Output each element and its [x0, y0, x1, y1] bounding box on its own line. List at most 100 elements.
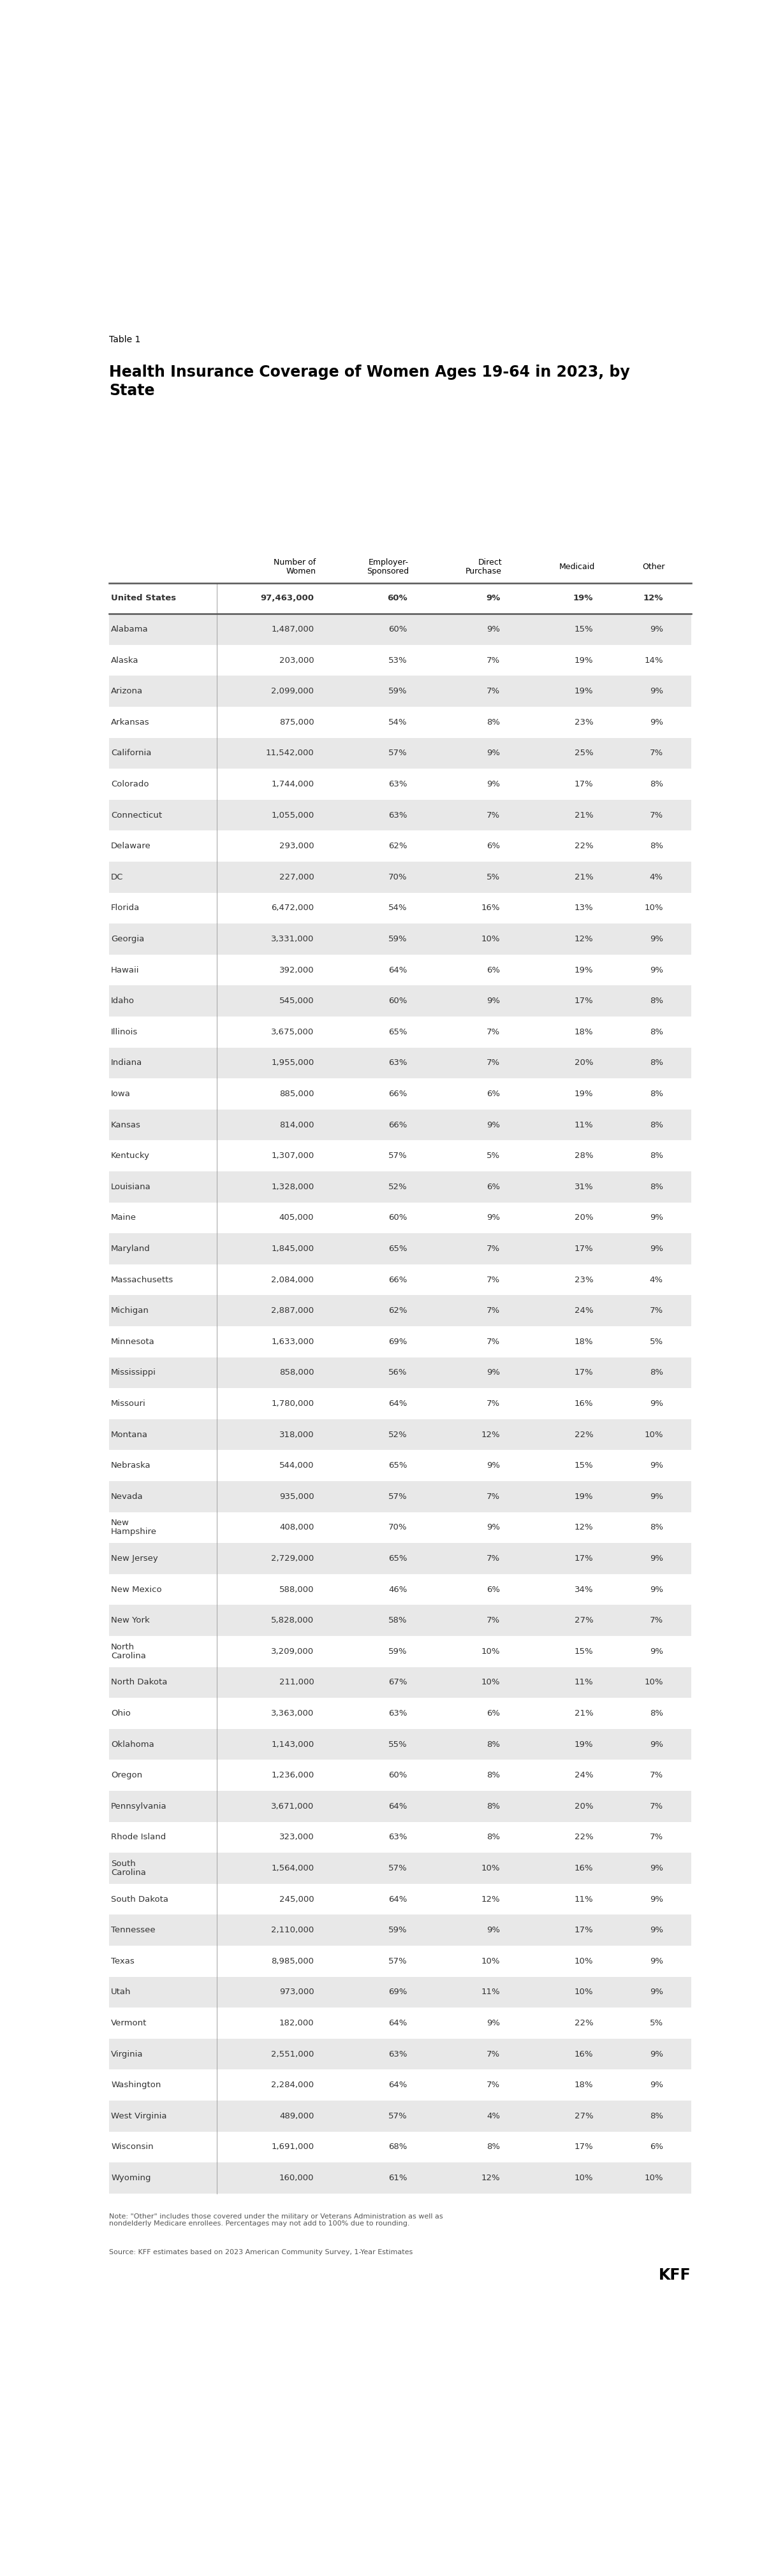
Text: 5%: 5% [487, 873, 500, 881]
Text: 9%: 9% [650, 2050, 663, 2058]
Text: 9%: 9% [487, 997, 500, 1005]
Text: United States: United States [111, 595, 177, 603]
Text: 9%: 9% [487, 750, 500, 757]
Text: 9%: 9% [650, 966, 663, 974]
Text: North
Carolina: North Carolina [111, 1643, 146, 1659]
Text: 64%: 64% [388, 2020, 407, 2027]
Text: 9%: 9% [650, 1553, 663, 1564]
Text: Arizona: Arizona [111, 688, 143, 696]
Bar [109, 2161, 691, 2195]
Bar [109, 1296, 691, 1327]
Text: 1,328,000: 1,328,000 [271, 1182, 314, 1190]
Bar [109, 768, 691, 799]
Text: 3,671,000: 3,671,000 [271, 1803, 314, 1811]
Text: Alaska: Alaska [111, 657, 138, 665]
Text: 323,000: 323,000 [279, 1834, 314, 1842]
Text: 8%: 8% [650, 1059, 663, 1066]
Text: 203,000: 203,000 [279, 657, 314, 665]
Text: Kansas: Kansas [111, 1121, 141, 1128]
Text: 9%: 9% [487, 1368, 500, 1376]
Bar [109, 1450, 691, 1481]
Text: 64%: 64% [388, 966, 407, 974]
Text: 211,000: 211,000 [279, 1677, 314, 1687]
Text: 60%: 60% [388, 626, 407, 634]
Text: Rhode Island: Rhode Island [111, 1834, 166, 1842]
Bar [109, 799, 691, 829]
Bar [109, 891, 691, 925]
Text: 3,675,000: 3,675,000 [271, 1028, 314, 1036]
Text: Vermont: Vermont [111, 2020, 147, 2027]
Text: 57%: 57% [388, 1958, 407, 1965]
Text: 5%: 5% [650, 2020, 663, 2027]
Text: 6%: 6% [650, 2143, 663, 2151]
Text: Indiana: Indiana [111, 1059, 142, 1066]
Text: Employer-
Sponsored: Employer- Sponsored [366, 559, 409, 574]
Text: 57%: 57% [388, 1492, 407, 1502]
Text: 9%: 9% [650, 1213, 663, 1221]
Text: 63%: 63% [388, 1834, 407, 1842]
Text: 57%: 57% [388, 2112, 407, 2120]
Bar [109, 1914, 691, 1945]
Text: 18%: 18% [574, 1337, 594, 1345]
Text: 6%: 6% [487, 842, 500, 850]
Text: 11%: 11% [574, 1677, 594, 1687]
Text: 54%: 54% [388, 719, 407, 726]
Text: 16%: 16% [574, 1865, 594, 1873]
Text: 7%: 7% [487, 657, 500, 665]
Text: 69%: 69% [388, 1989, 407, 1996]
Text: 70%: 70% [388, 873, 407, 881]
Text: 7%: 7% [650, 1834, 663, 1842]
Text: 6,472,000: 6,472,000 [272, 904, 314, 912]
Text: New York: New York [111, 1615, 150, 1625]
Text: 7%: 7% [650, 811, 663, 819]
Text: 52%: 52% [388, 1182, 407, 1190]
Text: 8%: 8% [650, 1368, 663, 1376]
Text: 12%: 12% [482, 1430, 500, 1440]
Text: 293,000: 293,000 [279, 842, 314, 850]
Text: Ohio: Ohio [111, 1710, 131, 1718]
Text: 10%: 10% [482, 935, 500, 943]
Text: 935,000: 935,000 [279, 1492, 314, 1502]
Text: South
Carolina: South Carolina [111, 1860, 146, 1878]
Text: 67%: 67% [388, 1677, 407, 1687]
Text: Health Insurance Coverage of Women Ages 19-64 in 2023, by
State: Health Insurance Coverage of Women Ages … [109, 366, 630, 399]
Text: 8%: 8% [487, 1803, 500, 1811]
Text: Nevada: Nevada [111, 1492, 143, 1502]
Text: Texas: Texas [111, 1958, 135, 1965]
Text: 60%: 60% [387, 595, 407, 603]
Text: 65%: 65% [388, 1553, 407, 1564]
Text: 34%: 34% [574, 1584, 594, 1595]
Text: 23%: 23% [574, 719, 594, 726]
Text: 22%: 22% [574, 1430, 594, 1440]
Text: 7%: 7% [650, 1803, 663, 1811]
Text: Maine: Maine [111, 1213, 137, 1221]
Text: New Mexico: New Mexico [111, 1584, 162, 1595]
Text: Colorado: Colorado [111, 781, 149, 788]
Text: 858,000: 858,000 [279, 1368, 314, 1376]
Text: Note: "Other" includes those covered under the military or Veterans Administrati: Note: "Other" includes those covered und… [109, 2213, 443, 2228]
Text: 53%: 53% [388, 657, 407, 665]
Text: 7%: 7% [487, 811, 500, 819]
Text: 19%: 19% [574, 1741, 594, 1749]
Bar [109, 1512, 691, 1543]
Text: 63%: 63% [388, 2050, 407, 2058]
Text: 21%: 21% [574, 811, 594, 819]
Text: 2,729,000: 2,729,000 [271, 1553, 314, 1564]
Bar [109, 1790, 691, 1821]
Text: 1,780,000: 1,780,000 [272, 1399, 314, 1409]
Text: 15%: 15% [574, 1461, 594, 1471]
Text: Wyoming: Wyoming [111, 2174, 151, 2182]
Text: Tennessee: Tennessee [111, 1927, 156, 1935]
Text: 588,000: 588,000 [279, 1584, 314, 1595]
Text: 7%: 7% [487, 1553, 500, 1564]
Text: 8%: 8% [650, 1090, 663, 1097]
Text: 10%: 10% [644, 904, 663, 912]
Text: 19%: 19% [574, 966, 594, 974]
Text: 182,000: 182,000 [279, 2020, 314, 2027]
Bar [109, 582, 691, 613]
Text: 6%: 6% [487, 1710, 500, 1718]
Text: 7%: 7% [487, 2050, 500, 2058]
Text: 9%: 9% [650, 1896, 663, 1904]
Text: 227,000: 227,000 [279, 873, 314, 881]
Text: Medicaid: Medicaid [559, 562, 595, 572]
